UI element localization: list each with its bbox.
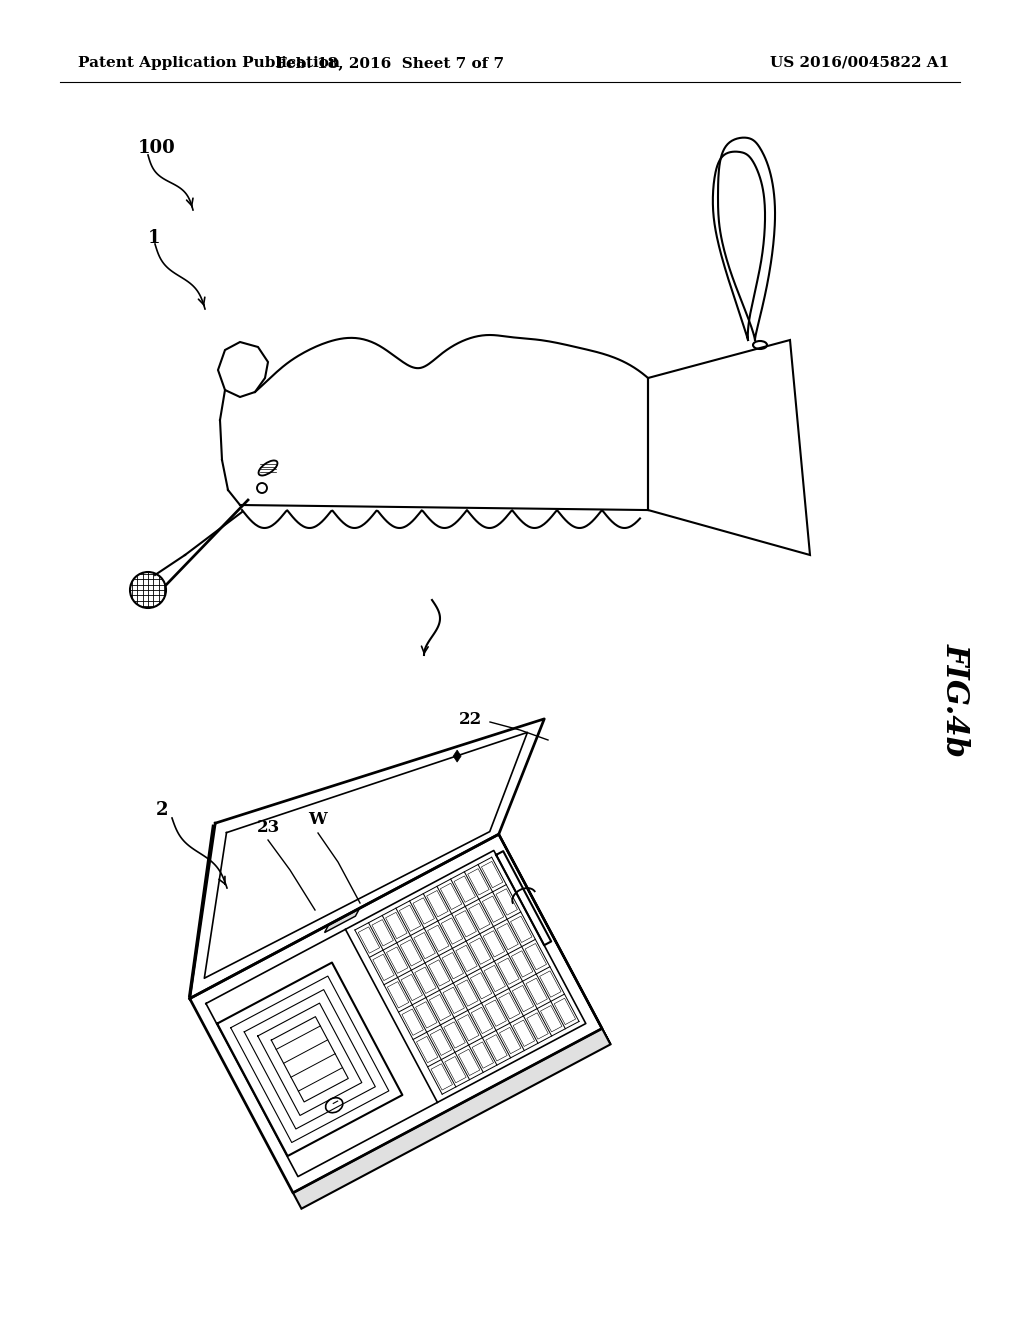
Text: 100: 100 [138,139,176,157]
Polygon shape [499,834,610,1044]
Text: Patent Application Publication: Patent Application Publication [78,55,340,70]
Polygon shape [293,1028,610,1209]
Text: 1: 1 [148,228,161,247]
Text: 23: 23 [256,820,280,837]
Circle shape [257,483,267,492]
Circle shape [130,572,166,609]
Text: 2: 2 [156,801,168,818]
Text: W: W [308,812,328,829]
Ellipse shape [258,461,278,475]
Text: FIG.4b: FIG.4b [939,643,971,756]
Polygon shape [325,908,359,932]
Text: Feb. 18, 2016  Sheet 7 of 7: Feb. 18, 2016 Sheet 7 of 7 [275,55,504,70]
Text: 22: 22 [459,711,481,729]
Polygon shape [454,750,461,762]
Text: US 2016/0045822 A1: US 2016/0045822 A1 [770,55,949,70]
